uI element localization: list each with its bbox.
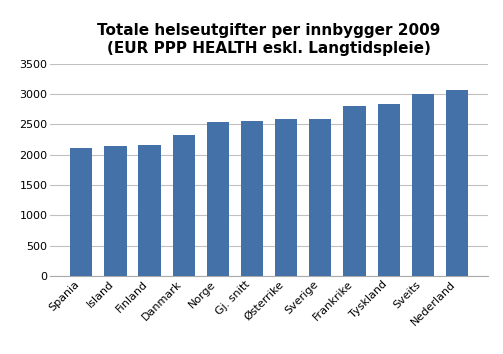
Bar bbox=[446, 90, 468, 276]
Bar bbox=[207, 122, 229, 276]
Bar bbox=[104, 145, 127, 276]
Bar bbox=[411, 94, 434, 276]
Bar bbox=[241, 121, 263, 276]
Bar bbox=[309, 119, 331, 276]
Bar bbox=[378, 104, 400, 276]
Bar bbox=[344, 106, 366, 276]
Bar bbox=[138, 145, 160, 276]
Bar bbox=[70, 148, 93, 276]
Title: Totale helseutgifter per innbygger 2009
(EUR PPP HEALTH eskl. Langtidspleie): Totale helseutgifter per innbygger 2009 … bbox=[98, 23, 441, 56]
Bar bbox=[275, 119, 297, 276]
Bar bbox=[173, 135, 195, 276]
